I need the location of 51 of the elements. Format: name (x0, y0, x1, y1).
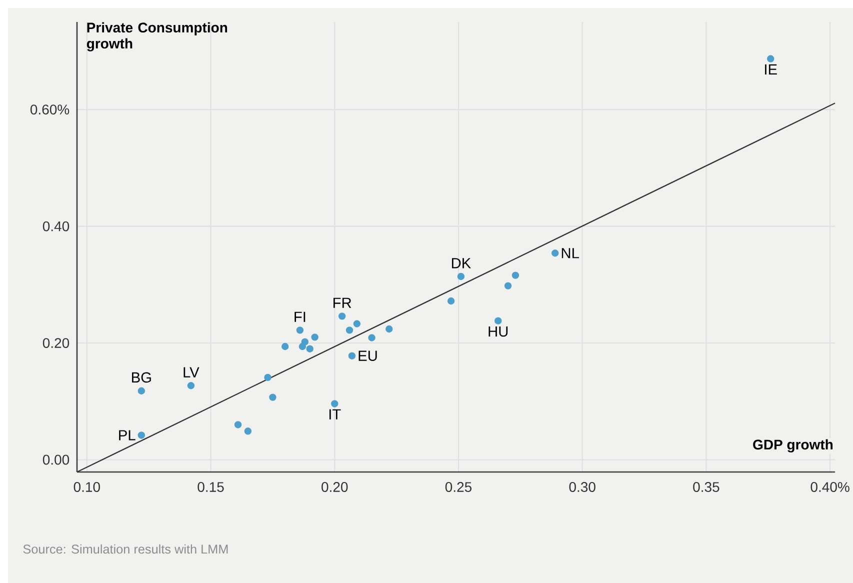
point (346, 326, 354, 334)
annotation: PL (119, 430, 136, 440)
point (234, 421, 242, 428)
y-tick-label: 0.40 (42, 221, 70, 232)
point (348, 352, 356, 360)
point (494, 317, 502, 324)
y-tick-label: 0.20 (42, 338, 70, 348)
annotation: DK (452, 258, 471, 268)
point (244, 428, 252, 435)
x-axis-title: GDP growth (753, 439, 833, 452)
y-tick-label: 0.00 (42, 454, 70, 465)
annotation: NL (562, 248, 579, 258)
annotation: HU (488, 326, 508, 337)
point (331, 400, 338, 408)
point (447, 297, 455, 305)
point (138, 432, 146, 439)
x-tick-label: 0.40% (810, 482, 850, 492)
point (138, 387, 146, 394)
point (306, 345, 314, 352)
annotation: FR (333, 298, 352, 308)
point (187, 382, 195, 390)
point (386, 325, 393, 333)
x-tick-label: 0.35 (693, 482, 720, 492)
point (338, 312, 346, 320)
y-tick-label: 0.60% (30, 104, 70, 115)
annotation: LV (184, 367, 200, 378)
point (296, 326, 304, 334)
source-note: Source: Simulation results with LMM (23, 544, 228, 554)
point (264, 374, 272, 382)
x-tick-label: 0.20 (322, 482, 348, 492)
point (269, 394, 276, 401)
x-tick-label: 0.30 (569, 482, 596, 492)
y-axis-title: Private Consumption growth (86, 22, 228, 52)
x-tick-label: 0.10 (74, 482, 100, 492)
point (281, 342, 289, 350)
annotation: BG (132, 372, 151, 383)
point (353, 320, 361, 328)
annotation: EU (358, 350, 377, 361)
point (311, 334, 318, 341)
x-tick-label: 0.15 (198, 482, 224, 492)
point (504, 282, 512, 290)
annotation: FI (294, 312, 306, 322)
point (512, 272, 520, 279)
annotation: IT (329, 409, 341, 420)
point (368, 334, 376, 342)
point (298, 342, 306, 350)
annotation: IE (765, 64, 777, 74)
point (551, 250, 559, 257)
point (457, 272, 465, 280)
point (767, 55, 774, 62)
x-tick-label: 0.25 (445, 482, 472, 492)
